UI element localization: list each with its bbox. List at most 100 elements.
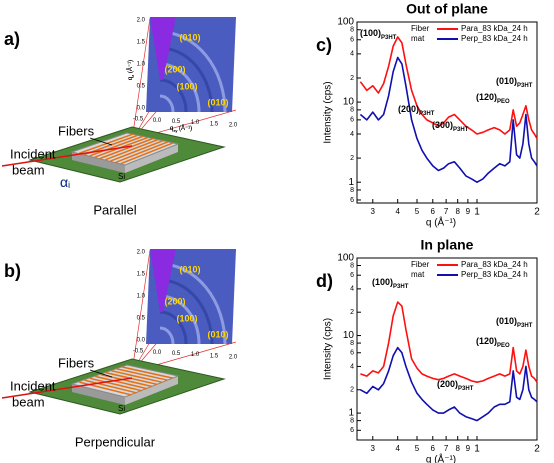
xy-tick-label: 1.0 [191, 120, 200, 126]
x-tick-label: 6 [431, 444, 436, 453]
alpha-label-main: α [60, 174, 68, 190]
peak-annotation-sub: P3HT [517, 83, 533, 89]
series-line [360, 346, 538, 422]
reflection-label: (200) [164, 296, 185, 306]
alpha-label-sub: i [68, 180, 70, 190]
x-tick-label: 7 [444, 444, 449, 453]
z-axis-label-sub: z [130, 75, 135, 77]
y-tick-label: 4 [350, 286, 354, 293]
ray [131, 17, 151, 141]
beam-label: beam [12, 162, 45, 177]
reflection-label: (100) [176, 81, 197, 91]
pointer [89, 137, 113, 146]
legend-label: Para_83 kDa_24 h [461, 260, 528, 269]
y-tick-label: 2 [350, 387, 354, 394]
alpha-label: αi [60, 174, 70, 191]
plot-frame [356, 21, 538, 204]
fibers-label: Fibers [58, 355, 95, 370]
y-tick-label: 100 [337, 17, 354, 28]
y-tick-label: 8 [350, 187, 354, 194]
ray [131, 249, 151, 373]
peak-annotation-main: (010) [496, 76, 517, 86]
peak-annotation-sub: P3HT [381, 35, 397, 41]
diagram: b) (010) (200) (100) (010) 2.0 1.5 1.0 0.5 0.0 -0.… [1, 249, 238, 449]
wedge [150, 17, 176, 80]
z-tick-label: 0.5 [137, 316, 146, 322]
peak-annotation-main: (200) [398, 104, 419, 114]
x-tick-label: 7 [444, 207, 449, 216]
legend-label: Para_83 kDa_24 h [461, 24, 528, 33]
peak-annotation: (200)P3HT [398, 104, 435, 116]
y-tick-label: 2 [350, 309, 354, 316]
ring [159, 46, 214, 113]
ring [159, 62, 201, 113]
x-tick-label: 4 [395, 207, 400, 216]
z-axis-label-main: q [128, 77, 134, 80]
xy-axis-label-unit: (Å⁻¹) [177, 125, 192, 132]
x-tick-label: 3 [371, 444, 376, 453]
y-tick-label: 4 [350, 51, 354, 58]
fiber [84, 379, 137, 394]
reflection-label: (010) [179, 264, 200, 274]
ring [159, 262, 227, 345]
diagram: a) (010) (200) (100) (010) 2.0 1.5 1.0 0.5 0.0 -0.… [1, 17, 238, 217]
fiber [100, 373, 153, 388]
reflection-label: (100) [176, 313, 197, 323]
y-tick-label: 2 [350, 155, 354, 162]
fiber [115, 141, 169, 164]
x-tick-label: 3 [371, 207, 376, 216]
beam-label: beam [12, 394, 45, 409]
z-tick-label: 2.0 [137, 18, 146, 24]
peak-annotation-sub: P3HT [419, 111, 435, 117]
peak-annotation: (120)PEO [476, 336, 510, 348]
peak-annotation-main: (120) [476, 92, 497, 102]
beam-label: Incident [10, 146, 56, 161]
reflection-label: (200) [164, 64, 185, 74]
x-tick-label: 9 [466, 207, 471, 216]
z-tick-label: 1.0 [137, 62, 146, 68]
caption: Parallel [93, 202, 136, 217]
incident-beam [1, 377, 133, 399]
x-tick-label: 9 [466, 444, 471, 453]
y-tick-label: 8 [350, 27, 354, 34]
ring [159, 294, 201, 345]
x-tick-label: 1 [474, 444, 480, 455]
peak-annotation-main: (010) [496, 316, 517, 326]
fiber [116, 368, 168, 381]
series-line [359, 36, 538, 139]
sample-side [125, 376, 178, 405]
alpha-label-main: α [60, 174, 68, 190]
peak-annotation: (200)P3HT [437, 379, 474, 391]
z-axis-label: qz (Å⁻¹) [127, 60, 135, 80]
ring [159, 278, 214, 345]
legend-title: mat [411, 270, 425, 279]
ring [159, 326, 175, 345]
panel-label: b) [4, 261, 21, 281]
x-tick-label: 2 [534, 207, 540, 218]
y-tick-label: 10 [343, 97, 355, 108]
x-axis-label: q (Å⁻¹) [426, 453, 456, 463]
z-tick-label: 2.0 [137, 250, 146, 256]
panel-label: d) [316, 271, 333, 291]
peak-annotation-sub: P3HT [517, 323, 533, 329]
xy-tick-label: -0.5 [133, 117, 144, 123]
peak-annotation-main: (100) [360, 28, 381, 38]
y-tick-label: 4 [350, 131, 354, 138]
peak-annotation-main: (200) [437, 379, 458, 389]
x-tick-label: 6 [431, 207, 436, 216]
peak-annotation-main: (120) [476, 336, 497, 346]
y-axis-label: Intensity (cps) [323, 318, 334, 380]
peak-annotation-sub: PEO [497, 343, 510, 349]
x-axis-label: q (Å⁻¹) [426, 216, 456, 229]
xy-axis-label-sub: xy [173, 128, 177, 133]
x-tick-label: 8 [455, 207, 460, 216]
fiber [89, 135, 144, 157]
panel-label: c) [316, 35, 332, 55]
z-tick-label: 0.0 [137, 338, 146, 344]
y-tick-label: 100 [337, 253, 354, 264]
chart-title: In plane [421, 237, 474, 253]
y-tick-label: 1 [348, 177, 354, 188]
x-tick-label: 2 [534, 444, 540, 455]
ring [159, 30, 227, 113]
